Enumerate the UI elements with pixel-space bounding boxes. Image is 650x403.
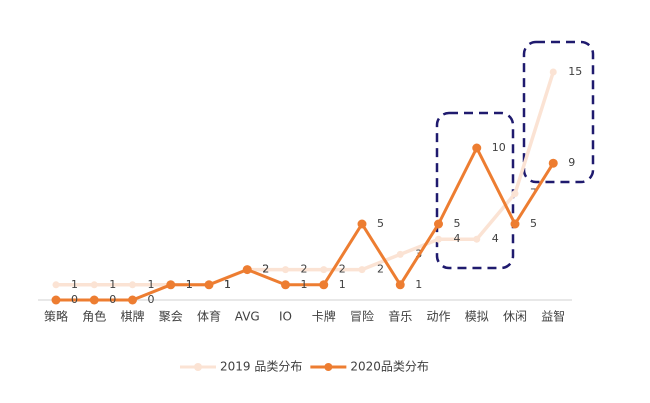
point [511,190,519,198]
point [281,280,290,290]
point [357,219,367,229]
x-tick-label: 音乐 [388,309,412,324]
point [549,68,557,76]
point [319,280,329,290]
data-label: 1 [109,278,116,291]
data-label: 1 [148,278,155,291]
data-label: 2 [377,263,384,276]
data-label: 9 [568,156,575,169]
point [242,265,252,275]
x-tick-label: 卡牌 [312,310,336,324]
point [166,280,176,290]
data-label: 2 [339,263,346,276]
data-label: 1 [301,278,308,291]
x-tick-label: 休闲 [503,310,527,324]
x-tick-label: 聚会 [159,310,183,324]
data-label: 10 [492,141,506,154]
data-label: 4 [492,232,499,245]
data-label: 1 [224,278,231,291]
highlight-box [522,40,595,184]
x-tick-label: 角色 [82,310,106,324]
point [204,280,214,290]
point [395,280,405,290]
x-tick-label: IO [279,310,292,324]
data-label: 5 [377,217,384,230]
x-tick-label: 冒险 [350,309,374,324]
legend-label: 2019 品类分布 [220,360,302,374]
series-line [56,71,555,287]
data-label: 0 [148,293,155,306]
data-label: 5 [530,217,537,230]
series-line [56,144,555,302]
x-tick-label: 棋牌 [120,310,144,324]
x-tick-label: 模拟 [465,310,489,324]
point [358,266,366,274]
data-label: 2 [262,263,269,276]
point [52,281,60,289]
x-tick-label: 体育 [197,309,221,324]
point [51,295,61,305]
data-label: 1 [224,278,231,291]
data-label: 1 [339,278,346,291]
x-tick-label: AVG [235,310,260,324]
point [472,143,482,153]
x-tick-label: 策略 [44,309,68,324]
data-label: 1 [186,278,193,291]
point [282,266,289,274]
data-label: 2 [301,263,308,276]
point [510,219,520,229]
legend-marker [194,363,202,371]
point [89,295,99,305]
point [434,219,443,229]
point [396,250,404,258]
data-label: 4 [454,232,461,245]
data-label: 0 [71,293,78,306]
data-label: 2 [262,263,269,276]
data-label: 1 [415,278,422,291]
point [128,295,137,305]
data-label: 0 [109,293,116,306]
highlight-box [435,111,515,270]
data-label: 15 [568,65,582,78]
x-tick-label: 动作 [426,310,450,324]
point [473,235,481,243]
point [129,281,136,289]
point [435,235,442,243]
data-label: 5 [454,217,461,230]
data-label: 1 [71,278,78,291]
point [90,281,98,289]
x-tick-label: 益智 [541,309,565,324]
legend-label: 2020品类分布 [350,360,429,374]
legend-marker [324,363,333,371]
point [548,158,558,168]
point [320,266,328,274]
